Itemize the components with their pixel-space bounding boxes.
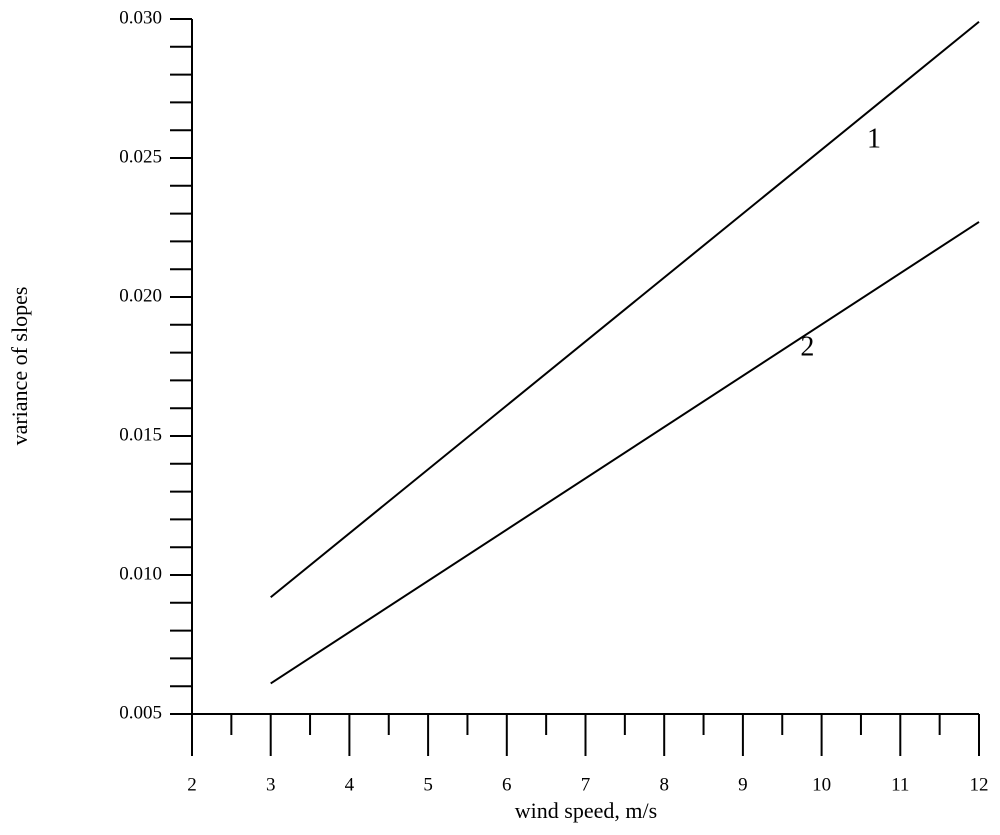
series-label: 1: [867, 123, 881, 154]
series-line: [270, 21, 980, 599]
x-tick-label: 7: [581, 774, 591, 795]
y-tick-label: 0.005: [119, 702, 162, 723]
x-tick-label: 2: [187, 774, 197, 795]
x-tick-label: 11: [891, 774, 909, 795]
y-tick-label: 0.025: [119, 146, 162, 167]
y-axis-title: variance of slopes: [7, 287, 32, 446]
x-tick-label: 5: [423, 774, 433, 795]
x-axis-title: wind speed, m/s: [515, 798, 657, 823]
y-tick-label: 0.010: [119, 563, 162, 584]
y-tick-label: 0.020: [119, 285, 162, 306]
series-label: 2: [800, 332, 814, 363]
series-line: [270, 221, 980, 685]
x-tick-label: 8: [659, 774, 669, 795]
x-tick-label: 4: [345, 774, 355, 795]
x-tick-label: 3: [266, 774, 276, 795]
x-tick-label: 6: [502, 774, 512, 795]
y-tick-label: 0.015: [119, 424, 162, 445]
x-tick-label: 9: [738, 774, 748, 795]
x-tick-label: 10: [812, 774, 831, 795]
x-tick-label: 12: [970, 774, 989, 795]
y-tick-label: 0.030: [119, 7, 162, 28]
